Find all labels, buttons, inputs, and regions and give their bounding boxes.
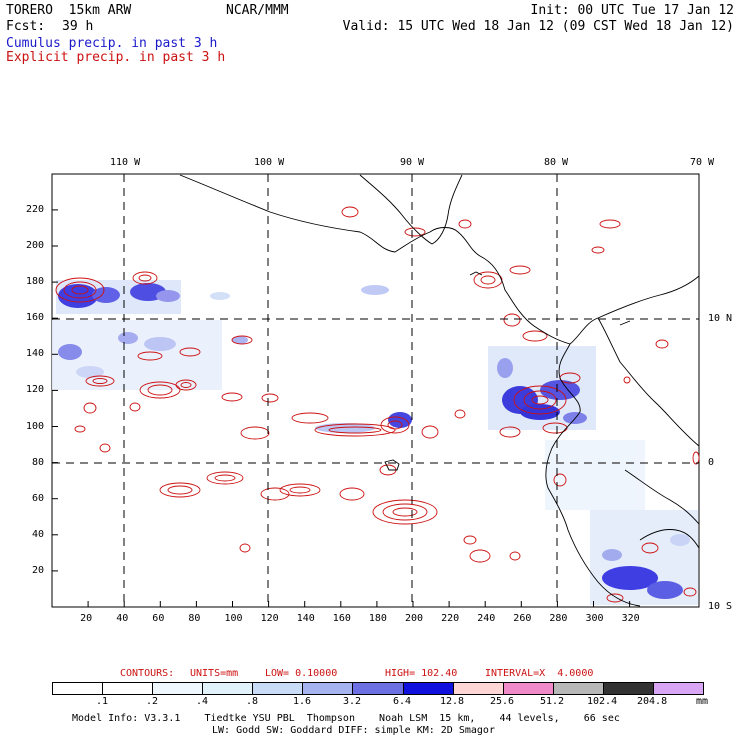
org-label: NCAR/MMM	[226, 3, 289, 18]
lon-label: 80 W	[544, 157, 569, 168]
contours-interval: INTERVAL=X 4.0000	[485, 668, 594, 679]
color-bar-label: 102.4	[587, 696, 618, 707]
color-bar-unit: mm	[696, 696, 709, 707]
color-bar-swatch	[402, 683, 453, 694]
y-tick-label: 180	[26, 276, 45, 288]
lat-lon-grid	[52, 174, 699, 607]
color-bar-swatch	[302, 683, 353, 694]
lon-label: 100 W	[254, 157, 285, 168]
color-bar-swatch	[252, 683, 303, 694]
x-tick-label: 260	[513, 613, 532, 624]
x-tick-label: 120	[260, 613, 279, 624]
y-tick-label: 140	[26, 348, 45, 360]
x-tick-label: 160	[332, 613, 351, 624]
lat-label: 0	[708, 457, 715, 468]
x-tick-label: 20	[80, 613, 93, 624]
cumulus-legend: Cumulus precip. in past 3 h	[6, 36, 218, 51]
x-tick-label: 140	[296, 613, 315, 624]
model-title: TORERO 15km ARW	[6, 3, 132, 18]
y-tick-label: 220	[26, 203, 45, 215]
color-bar-label: 25.6	[490, 696, 515, 707]
x-tick-label: 60	[152, 613, 165, 624]
lon-label: 90 W	[400, 157, 425, 168]
color-bar-label: .4	[196, 696, 209, 707]
x-tick-label: 320	[621, 613, 640, 624]
y-tick-label: 20	[32, 564, 45, 576]
color-bar-swatch	[652, 683, 704, 694]
color-bar-label: .2	[146, 696, 159, 707]
y-tick-label: 60	[32, 492, 45, 504]
y-tick-label: 200	[26, 240, 45, 251]
color-bar-swatch	[202, 683, 253, 694]
x-tick-label: 180	[368, 613, 387, 624]
cumulus-precip-field	[52, 280, 698, 605]
color-bar-label: 12.8	[440, 696, 465, 707]
color-bar-label: 3.2	[343, 696, 362, 707]
x-tick-label: 200	[405, 613, 424, 624]
x-tick-label: 280	[549, 613, 568, 624]
contours-high: HIGH= 102.40	[385, 668, 458, 679]
color-bar-label: .1	[96, 696, 109, 707]
y-tick-label: 160	[26, 312, 45, 324]
y-tick-label: 40	[32, 528, 45, 540]
y-tick-label: 100	[26, 420, 45, 432]
color-bar-swatch	[602, 683, 653, 694]
y-tick-label: 120	[26, 384, 45, 396]
forecast-label: Fcst:	[6, 19, 46, 34]
x-tick-label: 40	[116, 613, 129, 624]
explicit-precip-contours	[55, 206, 700, 603]
contours-label: CONTOURS:	[120, 668, 175, 679]
lon-label: 70 W	[690, 157, 715, 168]
init-time: Init: 00 UTC Tue 17 Jan 12	[530, 3, 735, 18]
lat-label: 10 N	[708, 313, 733, 324]
lon-label: 110 W	[110, 157, 141, 168]
x-tick-label: 100	[224, 613, 243, 624]
precip-map	[51, 173, 700, 608]
valid-time: Valid: 15 UTC Wed 18 Jan 12 (09 CST Wed …	[342, 19, 734, 34]
color-bar-swatch	[152, 683, 203, 694]
color-bar-swatch	[452, 683, 503, 694]
physics-info: LW: Godd SW: Goddard DIFF: simple KM: 2D…	[212, 725, 495, 736]
y-ticks	[52, 209, 58, 572]
coastlines	[179, 174, 700, 607]
color-bar	[52, 682, 704, 695]
color-bar-label: .8	[246, 696, 259, 707]
forecast-hour: 39 h	[62, 19, 94, 34]
color-bar-label: 51.2	[540, 696, 565, 707]
explicit-legend: Explicit precip. in past 3 h	[6, 50, 226, 65]
x-ticks	[87, 601, 631, 607]
contours-low: LOW= 0.10000	[265, 668, 338, 679]
y-tick-label: 80	[32, 456, 45, 468]
x-tick-label: 220	[441, 613, 460, 624]
x-tick-label: 240	[477, 613, 496, 624]
x-tick-label: 300	[585, 613, 604, 624]
color-bar-swatch	[552, 683, 603, 694]
color-bar-label: 6.4	[393, 696, 412, 707]
model-info: Model Info: V3.3.1 Tiedtke YSU PBL Thomp…	[72, 713, 620, 724]
x-tick-label: 80	[188, 613, 201, 624]
color-bar-label: 1.6	[293, 696, 312, 707]
color-bar-swatch	[102, 683, 153, 694]
contours-units: UNITS=mm	[190, 668, 239, 679]
lat-label: 10 S	[708, 601, 733, 612]
color-bar-swatch	[53, 683, 103, 694]
color-bar-label: 204.8	[637, 696, 668, 707]
color-bar-swatch	[502, 683, 553, 694]
color-bar-swatch	[352, 683, 403, 694]
